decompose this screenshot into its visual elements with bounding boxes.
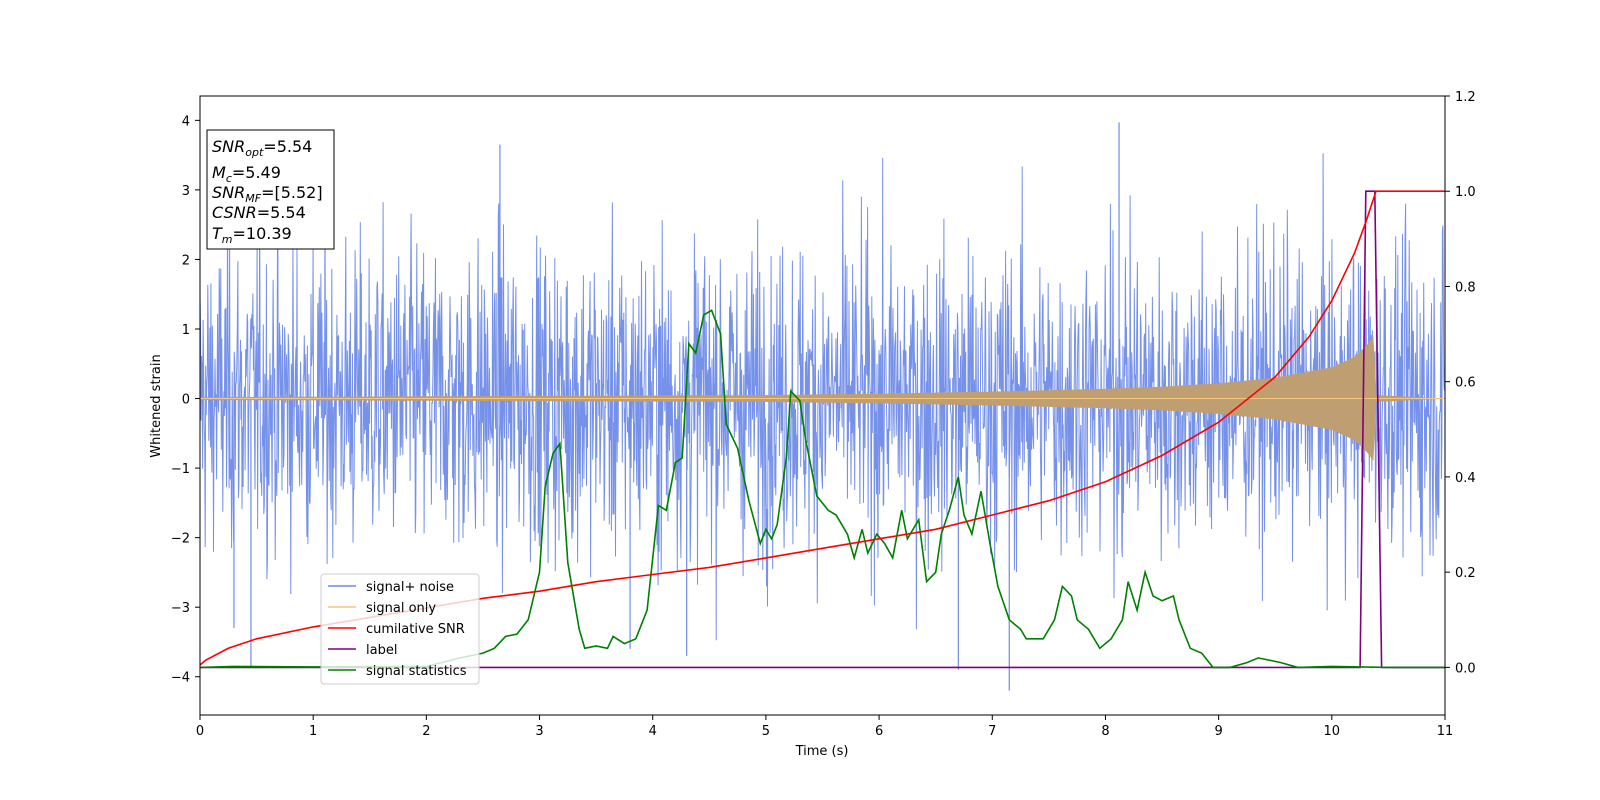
series-signal-only bbox=[200, 336, 1445, 461]
y-axis-left: −4 −3 −2 −1 0 1 2 3 4 bbox=[171, 114, 200, 686]
y2-tick-label: 0.4 bbox=[1455, 471, 1476, 486]
legend-frame bbox=[320, 573, 480, 685]
x-tick-label: 10 bbox=[1324, 724, 1341, 739]
y-tick-label: −3 bbox=[171, 601, 190, 616]
info-csnr: CSNR=5.54 bbox=[212, 203, 306, 222]
y2-tick-label: 1.0 bbox=[1455, 185, 1476, 200]
y-tick-label: 1 bbox=[182, 323, 190, 338]
x-tick-label: 0 bbox=[196, 724, 204, 739]
x-axis: 0 1 2 3 4 5 6 7 8 9 10 11 bbox=[196, 715, 1453, 739]
plot-frame bbox=[199, 95, 1446, 716]
y2-tick-label: 0.8 bbox=[1455, 280, 1476, 295]
x-tick-label: 9 bbox=[1214, 724, 1222, 739]
y2-tick-label: 1.2 bbox=[1455, 90, 1476, 105]
x-tick-label: 4 bbox=[649, 724, 657, 739]
y-tick-label: 2 bbox=[182, 253, 190, 268]
y-tick-label: −1 bbox=[171, 462, 190, 477]
legend-label-signal: signal only bbox=[366, 601, 436, 616]
y2-tick-label: 0.6 bbox=[1455, 376, 1476, 391]
x-tick-label: 3 bbox=[535, 724, 543, 739]
y-axis-label: Whitened strain bbox=[149, 354, 164, 457]
x-axis-label: Time (s) bbox=[795, 744, 849, 759]
x-tick-label: 5 bbox=[762, 724, 770, 739]
info-box: SNRopt=5.54 Mc=5.49 SNRMF=[5.52] CSNR=5.… bbox=[206, 129, 335, 250]
y-tick-label: −2 bbox=[171, 532, 190, 547]
x-tick-label: 1 bbox=[309, 724, 317, 739]
info-tm: Tm=10.39 bbox=[212, 224, 292, 246]
y-tick-label: 3 bbox=[182, 184, 190, 199]
y2-tick-label: 0.0 bbox=[1455, 661, 1476, 676]
info-box-frame bbox=[206, 129, 335, 250]
info-mc: Mc=5.49 bbox=[212, 163, 281, 185]
x-tick-label: 2 bbox=[422, 724, 430, 739]
info-snr-opt: SNRopt=5.54 bbox=[212, 137, 312, 159]
x-tick-label: 8 bbox=[1101, 724, 1109, 739]
x-tick-label: 11 bbox=[1437, 724, 1454, 739]
legend-label-noise: signal+ noise bbox=[366, 580, 454, 595]
noise-trace bbox=[199, 153, 1446, 641]
x-tick-label: 7 bbox=[988, 724, 996, 739]
y-tick-label: 4 bbox=[182, 114, 190, 129]
y2-tick-label: 0.2 bbox=[1455, 566, 1476, 581]
legend-label-csnr: cumilative SNR bbox=[366, 622, 465, 637]
y-tick-label: −4 bbox=[171, 671, 190, 686]
x-tick-label: 6 bbox=[875, 724, 883, 739]
y-axis-right: 0.0 0.2 0.4 0.6 0.8 1.0 1.2 bbox=[1445, 90, 1476, 676]
legend: signal+ noise signal only cumilative SNR… bbox=[320, 573, 480, 685]
info-snr-mf: SNRMF=[5.52] bbox=[212, 183, 323, 205]
y-tick-label: 0 bbox=[182, 393, 190, 408]
legend-label-stats: signal statistics bbox=[366, 664, 467, 679]
legend-label-label: label bbox=[366, 643, 397, 658]
signal-statistics-line bbox=[199, 309, 1445, 669]
series-signal-plus-noise bbox=[199, 122, 1446, 691]
